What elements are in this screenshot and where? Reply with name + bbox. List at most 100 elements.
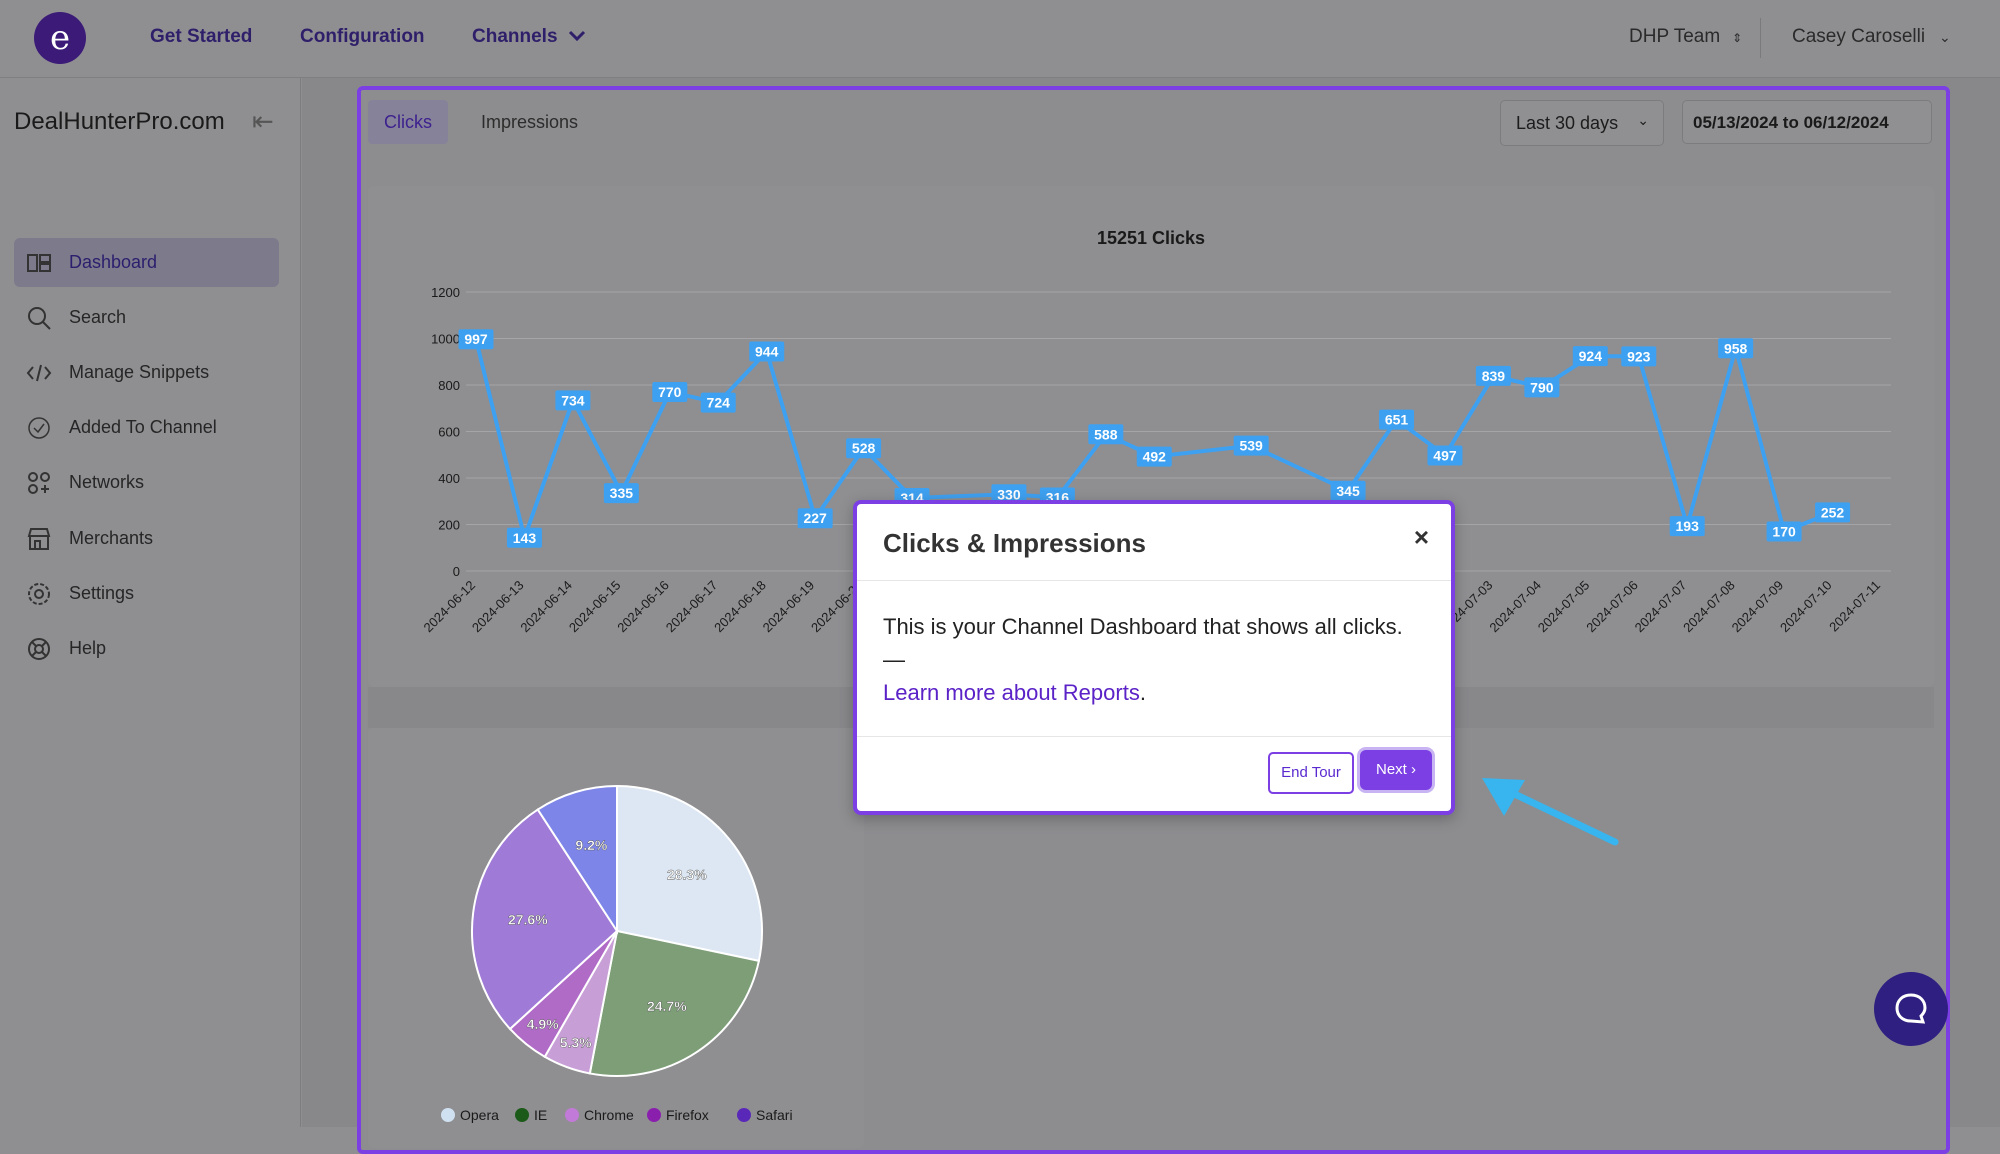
range-select[interactable]: Last 30 days ⌄ xyxy=(1500,100,1664,146)
legend-swatch xyxy=(737,1108,751,1122)
legend-label: Firefox xyxy=(666,1107,709,1123)
divider xyxy=(1760,18,1761,58)
data-label: 170 xyxy=(1772,523,1796,539)
nav-channels[interactable]: Channels xyxy=(472,26,586,48)
tour-popover: Clicks & Impressions × This is your Chan… xyxy=(853,500,1455,815)
data-point xyxy=(1330,480,1366,501)
learn-more-link[interactable]: Learn more about Reports xyxy=(883,680,1140,705)
sidebar-item-label: Merchants xyxy=(69,528,154,548)
data-point xyxy=(749,341,785,362)
sidebar-item-merchants[interactable]: Merchants xyxy=(14,514,279,563)
sidebar-item-manage-snippets[interactable]: Manage Snippets xyxy=(14,348,279,397)
updown-icon: ⇕ xyxy=(1732,31,1743,45)
sidebar-item-added-to-channel[interactable]: Added To Channel xyxy=(14,403,279,452)
next-button[interactable]: Next › xyxy=(1360,750,1432,790)
data-label: 193 xyxy=(1676,518,1700,534)
sidebar-item-help[interactable]: Help xyxy=(14,624,279,673)
data-label: 770 xyxy=(658,384,682,400)
x-tick-label: 2024-07-05 xyxy=(1535,578,1593,636)
x-tick-label: 2024-06-14 xyxy=(517,578,575,636)
data-point xyxy=(652,381,688,402)
collapse-sidebar-icon[interactable]: ⇤ xyxy=(252,106,274,136)
team-switcher[interactable]: DHP Team ⇕ xyxy=(1629,26,1742,48)
y-tick-label: 0 xyxy=(453,564,460,579)
next-label: Next xyxy=(1375,761,1407,778)
popover-text: This is your Channel Dashboard that show… xyxy=(883,614,1403,639)
site-name: DealHunterPro.com xyxy=(14,108,225,135)
user-menu[interactable]: Casey Caroselli ⌄ xyxy=(1792,26,1951,48)
sidebar-item-label: Added To Channel xyxy=(69,417,217,437)
data-point xyxy=(1766,521,1802,542)
close-icon[interactable]: × xyxy=(1413,522,1429,552)
popover-dash: — xyxy=(883,647,905,672)
data-label: 839 xyxy=(1482,368,1506,384)
data-point xyxy=(1718,338,1754,359)
sidebar-item-label: Networks xyxy=(69,472,145,492)
sidebar-item-label: Dashboard xyxy=(69,252,158,272)
slice-label: 5.3% xyxy=(560,1034,592,1050)
data-label: 492 xyxy=(1143,449,1167,465)
legend-label: Chrome xyxy=(584,1107,634,1123)
data-label: 944 xyxy=(755,344,779,360)
tab-impressions[interactable]: Impressions xyxy=(481,112,579,132)
x-tick-label: 2024-07-09 xyxy=(1729,578,1787,636)
sidebar-item-label: Help xyxy=(69,638,107,658)
divider xyxy=(857,736,1451,737)
data-point xyxy=(1572,346,1608,367)
app-logo[interactable]: e xyxy=(34,12,86,64)
data-point xyxy=(991,484,1027,505)
data-point xyxy=(1088,424,1124,445)
tab-clicks[interactable]: Clicks xyxy=(368,100,448,144)
nav-get-started[interactable]: Get Started xyxy=(150,26,253,47)
data-label: 924 xyxy=(1579,348,1603,364)
pie-slice xyxy=(471,808,619,1031)
browser-pie-card: 28.3% 24.7% 5.3% 4.9% 27.6% 9.2% Opera IE Chrome… xyxy=(368,728,864,1148)
nav-configuration[interactable]: Configuration xyxy=(300,26,425,47)
data-point xyxy=(555,390,591,411)
end-tour-button[interactable]: End Tour xyxy=(1268,752,1354,794)
legend-label: Safari xyxy=(756,1107,793,1123)
sidebar-item-search[interactable]: Search xyxy=(14,293,279,342)
y-tick-label: 400 xyxy=(438,471,460,486)
pie-slice xyxy=(588,929,761,1077)
sidebar-item-dashboard[interactable]: Dashboard xyxy=(14,238,279,287)
legend-label: Opera xyxy=(460,1107,499,1123)
data-point xyxy=(506,527,542,548)
help-icon xyxy=(26,636,52,662)
x-tick-label: 2024-06-17 xyxy=(663,578,721,636)
x-tick-label: 2024-06-16 xyxy=(614,578,672,636)
popover-title: Clicks & Impressions xyxy=(883,528,1146,558)
y-tick-label: 1000 xyxy=(431,332,460,347)
user-name: Casey Caroselli xyxy=(1792,26,1926,47)
legend-swatch xyxy=(441,1108,455,1122)
divider xyxy=(857,580,1451,581)
x-tick-label: 2024-06-18 xyxy=(711,578,769,636)
date-range-input[interactable]: 05/13/2024 to 06/12/2024 xyxy=(1682,100,1932,144)
slice-label: 28.3% xyxy=(667,866,707,882)
legend-swatch xyxy=(647,1108,661,1122)
x-tick-label: 2024-07-11 xyxy=(1826,578,1883,635)
chart-title: 15251 Clicks xyxy=(1097,228,1205,248)
y-tick-label: 1200 xyxy=(431,285,460,300)
data-label: 330 xyxy=(997,486,1021,502)
data-point xyxy=(1815,502,1851,523)
chevron-down-icon: ⌄ xyxy=(1637,112,1649,128)
chevron-right-icon: › xyxy=(1411,761,1416,778)
data-point xyxy=(1524,377,1560,398)
data-label: 734 xyxy=(561,392,585,408)
data-label: 958 xyxy=(1724,340,1748,356)
data-label: 345 xyxy=(1336,483,1360,499)
sidebar-item-networks[interactable]: Networks xyxy=(14,458,279,507)
y-tick-label: 800 xyxy=(438,378,460,393)
chevron-down-icon xyxy=(568,26,586,48)
data-point xyxy=(1621,346,1657,367)
chat-launcher-button[interactable] xyxy=(1874,972,1948,1046)
data-label: 790 xyxy=(1530,379,1554,395)
data-point xyxy=(846,438,882,459)
data-point xyxy=(603,483,639,504)
data-label: 724 xyxy=(707,395,731,411)
data-label: 143 xyxy=(513,530,537,546)
x-tick-label: 2024-06-13 xyxy=(469,578,527,636)
sidebar-item-settings[interactable]: Settings xyxy=(14,569,279,618)
data-point xyxy=(1233,435,1269,456)
